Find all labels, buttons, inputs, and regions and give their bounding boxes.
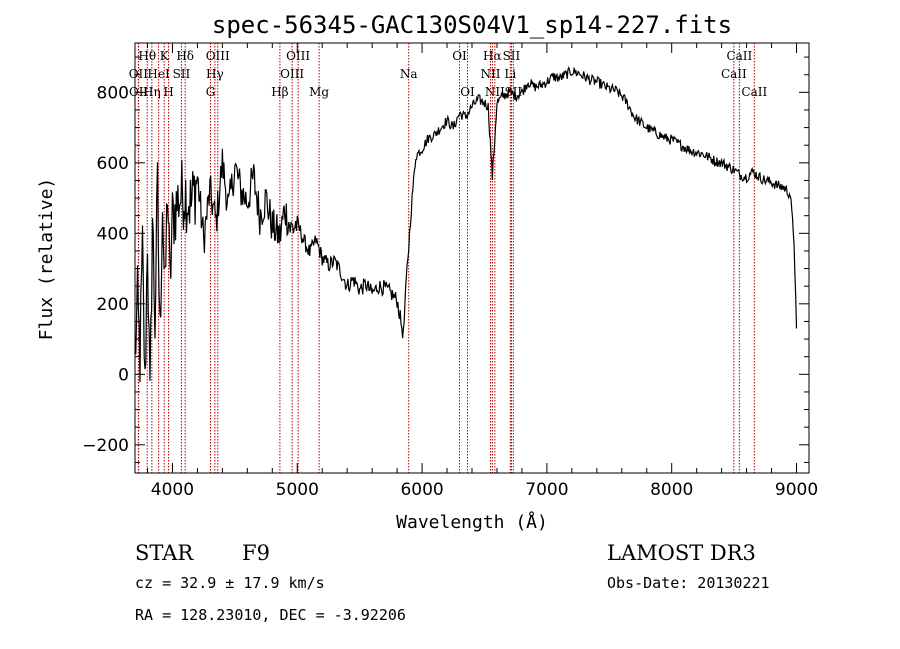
x-tick-label-1: 5000 — [276, 480, 319, 500]
line-label-20: Hα — [483, 49, 502, 63]
line-label-17: OI — [452, 49, 467, 63]
y-tick-label-1: 0 — [118, 365, 129, 385]
line-label-16: Na — [400, 67, 418, 81]
line-label-25: CaII — [721, 67, 747, 81]
survey-name: LAMOST DR3 — [607, 541, 756, 565]
line-label-18: OI — [460, 85, 475, 99]
line-label-12: Hβ — [271, 85, 288, 99]
chart-title: spec-56345-GAC130S04V1_sp14-227.fits — [212, 11, 732, 39]
y-tick-label-2: 200 — [97, 295, 129, 315]
spectrum-line — [134, 66, 798, 383]
line-label-6: H — [163, 85, 173, 99]
line-label-9: G — [206, 85, 216, 99]
x-tick-label-3: 7000 — [525, 480, 568, 500]
y-tick-label-3: 400 — [97, 224, 129, 244]
line-label-22: SII — [503, 49, 521, 63]
x-tick-label-2: 6000 — [400, 480, 443, 500]
x-tick-label-5: 9000 — [775, 480, 818, 500]
redshift-cz: cz = 32.9 ± 17.9 km/s — [135, 574, 325, 592]
plot-frame — [134, 42, 810, 474]
line-label-11: OIII — [206, 49, 230, 63]
line-label-27: CaII — [741, 85, 767, 99]
y-tick-label-0: −200 — [82, 436, 129, 456]
x-tick-label-4: 8000 — [650, 480, 693, 500]
y-axis-label: Flux (relative) — [36, 178, 57, 341]
line-label-19: NII — [480, 67, 500, 81]
y-tick-label-4: 600 — [97, 154, 129, 174]
line-label-26: CaII — [726, 49, 752, 63]
spectrum-series — [134, 66, 798, 383]
y-tick-label-5: 800 — [97, 83, 129, 103]
object-subclass: F9 — [242, 541, 270, 565]
line-label-0: Hθ — [138, 49, 156, 63]
line-label-10: Hγ — [206, 67, 224, 81]
line-label-13: OIII — [280, 67, 304, 81]
obs-date: Obs-Date: 20130221 — [607, 574, 770, 592]
line-label-21: NII — [485, 85, 505, 99]
line-label-14: OIII — [286, 49, 310, 63]
line-label-5: K — [160, 49, 170, 63]
line-label-7: SII — [173, 67, 191, 81]
x-tick-label-0: 4000 — [151, 480, 194, 500]
line-label-15: Mg — [309, 85, 329, 99]
line-label-4: HeI — [147, 67, 170, 81]
x-axis-label: Wavelength (Å) — [396, 511, 548, 533]
line-label-8: Hδ — [176, 49, 194, 63]
ra-dec: RA = 128.23010, DEC = -3.92206 — [135, 606, 406, 624]
line-label-24: Li — [504, 67, 516, 81]
object-class: STAR — [135, 541, 194, 565]
spectral-line-markers: HθHηOIIOIIHeIKHSIIHδGHγOIIIHβOIIIOIIIMgN… — [129, 43, 767, 473]
line-label-1: Hη — [143, 85, 161, 99]
tick-labels: 4000 5000 6000 7000 8000 9000 −200 0 200 400 600 80… — [82, 83, 818, 500]
